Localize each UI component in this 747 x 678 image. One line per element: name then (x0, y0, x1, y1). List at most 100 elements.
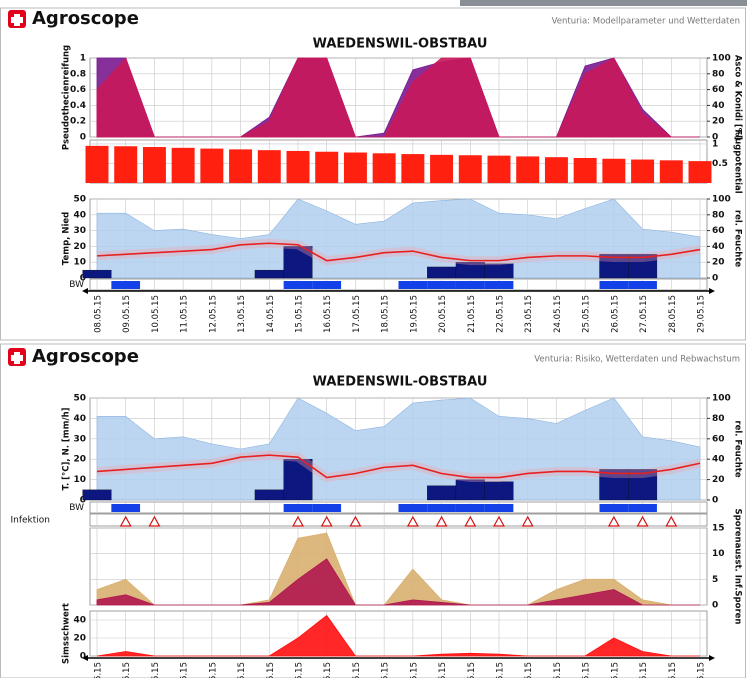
precip-bar (283, 459, 313, 501)
y2-tick-label: 0 (712, 601, 718, 611)
x-tick-label: 18.05.15 (381, 295, 391, 333)
humidity-area (96, 198, 701, 279)
precip-bar (82, 269, 112, 279)
y2-tick-label: 10 (712, 549, 725, 559)
x-tick-label: 27.05.15 (639, 662, 649, 678)
x-tick-label: 25.05.15 (582, 295, 592, 333)
y2-tick-label: 15 (712, 524, 725, 534)
precip-bar (484, 263, 514, 279)
wetness-bar (455, 281, 485, 289)
bar (142, 147, 166, 183)
y-tick-label: 0.4 (70, 101, 86, 111)
x-tick-label: 10.05.15 (151, 662, 161, 678)
y-tick-label: 10 (73, 475, 86, 485)
y2-axis-label: Sporenausst. Inf.Sporen (733, 509, 743, 625)
x-tick-label: 17.05.15 (352, 662, 362, 678)
brand: Agroscope (32, 8, 139, 29)
x-tick-label: 16.05.15 (323, 295, 333, 333)
y-tick-label: 0.8 (70, 69, 86, 79)
wetness-bar (599, 504, 629, 512)
x-tick-label: 11.05.15 (180, 295, 190, 333)
bar (257, 150, 281, 183)
precip-bar (427, 266, 457, 279)
temp-line (96, 242, 701, 262)
y2-tick-label: 0.5 (712, 159, 728, 169)
y-tick-label: 50 (73, 195, 86, 205)
wetness-bar (398, 281, 428, 289)
y-tick-label: 40 (73, 616, 86, 626)
y-tick-label: 0.6 (70, 85, 86, 95)
precip-bar (628, 469, 658, 501)
x-tick-label: 21.05.15 (467, 662, 477, 678)
precip-bar (254, 489, 284, 501)
wetness-bar (111, 281, 141, 289)
logo-cross (11, 352, 23, 364)
bar (631, 159, 655, 183)
y2-tick-label: 0 (712, 496, 718, 506)
wetness-bar (628, 504, 657, 512)
x-tick-label: 29.05.15 (697, 295, 707, 333)
bar (114, 146, 138, 183)
y2-axis-label: rel. Feuchte (733, 420, 743, 477)
infection-marker (665, 515, 678, 527)
wetness-bar (484, 281, 514, 289)
y2-axis-label: rel. Feuchte (733, 210, 743, 267)
y-axis-label: T. [°C], N. [mm/h] (62, 407, 72, 490)
y-tick-label: 50 (73, 394, 86, 404)
y-tick-label: 20 (73, 242, 86, 252)
x-tick-label: 17.05.15 (352, 295, 362, 333)
y-tick-label: 40 (73, 414, 86, 424)
precip-bar (628, 254, 658, 279)
y-tick-label: 10 (73, 258, 86, 268)
y2-tick-label: 40 (712, 242, 725, 252)
area (96, 614, 700, 657)
logo-cross (11, 14, 23, 26)
x-tick-label: 13.05.15 (237, 662, 247, 678)
infection-marker (119, 515, 132, 527)
x-tick-label: 24.05.15 (553, 295, 563, 333)
y-tick-label: 30 (73, 434, 86, 444)
x-tick-label: 14.05.15 (266, 295, 276, 333)
y-tick-label: 40 (73, 210, 86, 220)
temp-line (96, 454, 701, 479)
chart-title: WAEDENSWIL-OBSTBAU (313, 375, 488, 390)
infection-marker (521, 515, 534, 527)
y2-tick-label: 80 (712, 210, 725, 220)
x-tick-label: 26.05.15 (610, 295, 620, 333)
bar (200, 148, 224, 183)
infection-marker (320, 515, 333, 527)
x-tick-label: 27.05.15 (639, 295, 649, 333)
precip-bar (283, 246, 313, 279)
bar (516, 156, 540, 183)
x-tick-label: 13.05.15 (237, 295, 247, 333)
x-tick-label: 28.05.15 (668, 295, 678, 333)
y2-tick-label: 40 (712, 101, 725, 111)
x-tick-label: 18.05.15 (381, 662, 391, 678)
chart-title: WAEDENSWIL-OBSTBAU (313, 37, 488, 52)
y2-tick-label: 20 (712, 475, 725, 485)
wetness-bar (455, 504, 485, 512)
bar (573, 157, 597, 183)
y2-tick-label: 1 (712, 139, 718, 149)
x-tick-label: 12.05.15 (208, 295, 218, 333)
strip-label: BW (69, 280, 84, 290)
x-tick-label: 28.05.15 (668, 662, 678, 678)
panel-frame (0, 343, 746, 678)
y2-tick-label: 80 (712, 414, 725, 424)
x-tick-label: 19.05.15 (409, 295, 419, 333)
area (96, 558, 700, 606)
y-tick-label: 20 (73, 634, 86, 644)
wetness-bar (283, 281, 313, 289)
wetness-bar (427, 504, 456, 512)
infection-marker (435, 515, 448, 527)
wetness-bar (398, 504, 428, 512)
y2-tick-label: 40 (712, 455, 725, 465)
infection-marker (406, 515, 419, 527)
humidity-area (96, 397, 701, 501)
y-tick-label: 0 (80, 652, 86, 662)
y2-axis-label: Asco & Konidi [%] (733, 55, 743, 140)
x-tick-label: 20.05.15 (438, 295, 448, 333)
precip-bar (599, 469, 629, 501)
y2-tick-label: 100 (712, 394, 731, 404)
